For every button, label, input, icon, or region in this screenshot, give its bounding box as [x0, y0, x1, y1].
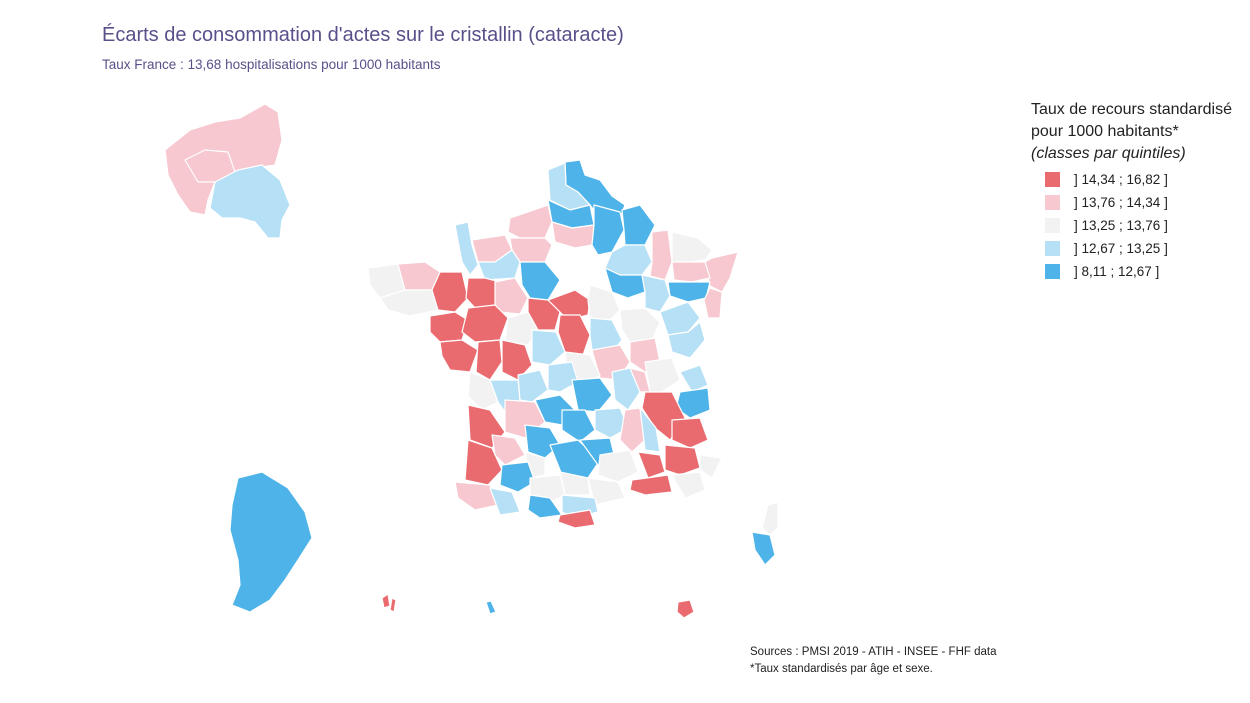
dept-haut-rhin[interactable]: [703, 287, 723, 319]
dept-puy-de-dome[interactable]: [571, 377, 613, 413]
dept-vosges[interactable]: [667, 281, 711, 303]
dept-deux-sevres[interactable]: [475, 339, 503, 381]
legend-title-line3: (classes par quintiles): [1031, 145, 1186, 162]
dept-bouches-du-rhone[interactable]: [629, 474, 673, 496]
dept-loire[interactable]: [611, 367, 641, 411]
legend-title: Taux de recours standardisé pour 1000 ha…: [1031, 99, 1232, 165]
legend-swatch: [1045, 264, 1060, 279]
dept-haute-marne[interactable]: [641, 274, 671, 313]
dept-meurthe-moselle[interactable]: [671, 261, 711, 283]
dept-vienne[interactable]: [501, 339, 533, 381]
dept-haute-loire[interactable]: [594, 407, 629, 439]
dept-creuse[interactable]: [547, 361, 579, 393]
dept-pyrenees-orientales[interactable]: [557, 509, 596, 529]
dept-ardennes[interactable]: [621, 204, 656, 246]
legend-label: ] 8,11 ; 12,67 ]: [1074, 264, 1160, 279]
legend-swatch: [1045, 172, 1060, 187]
dept-corse-du-sud[interactable]: [751, 531, 776, 566]
mainland-map: [367, 159, 739, 529]
dept-hautes-alpes[interactable]: [671, 417, 709, 449]
legend-item: ] 12,67 ; 13,25 ]: [1031, 237, 1232, 260]
legend-label: ] 13,25 ; 13,76 ]: [1074, 218, 1168, 233]
dept-meuse[interactable]: [649, 229, 673, 281]
map-subtitle: Taux France : 13,68 hospitalisations pou…: [102, 57, 441, 72]
dept-indre[interactable]: [531, 329, 566, 366]
dept-vendee[interactable]: [439, 339, 479, 373]
map-title: Écarts de consommation d'actes sur le cr…: [102, 24, 624, 46]
dept-landes[interactable]: [464, 439, 503, 486]
dept-vaucluse[interactable]: [637, 451, 666, 479]
legend-swatch: [1045, 195, 1060, 210]
dept-haute-vienne[interactable]: [517, 369, 549, 403]
dept-haute-savoie[interactable]: [679, 364, 709, 393]
dept-doubs[interactable]: [667, 321, 706, 359]
dept-drome[interactable]: [639, 407, 661, 453]
legend-label: ] 12,67 ; 13,25 ]: [1074, 241, 1168, 256]
dept-moselle[interactable]: [671, 231, 713, 263]
dept-ille-et-vilaine[interactable]: [431, 271, 469, 313]
legend-label: ] 13,76 ; 14,34 ]: [1074, 195, 1168, 210]
dept-guyane[interactable]: [229, 471, 313, 613]
dept-herault[interactable]: [587, 477, 626, 506]
legend-item: ] 8,11 ; 12,67 ]: [1031, 260, 1232, 283]
dept-maine-et-loire[interactable]: [461, 304, 509, 343]
dept-ariege[interactable]: [527, 494, 563, 519]
dept-gard[interactable]: [597, 449, 639, 483]
legend-items: ] 14,34 ; 16,82 ] ] 13,76 ; 14,34 ] ] 13…: [1031, 168, 1232, 283]
dept-loiret[interactable]: [547, 289, 591, 321]
dept-manche[interactable]: [454, 221, 479, 276]
legend-label: ] 14,34 ; 16,82 ]: [1074, 172, 1168, 187]
dept-tarn[interactable]: [559, 471, 591, 496]
legend-item: ] 13,25 ; 13,76 ]: [1031, 214, 1232, 237]
legend-title-line1: Taux de recours standardisé: [1031, 101, 1232, 118]
footnote-line: *Taux standardisés par âge et sexe.: [750, 663, 933, 675]
dept-lot-et-garonne[interactable]: [491, 434, 526, 466]
dept-cantal[interactable]: [561, 409, 596, 443]
dept-alpes-maritimes[interactable]: [699, 454, 723, 479]
idf-inset-map: [164, 103, 291, 239]
legend-swatch: [1045, 218, 1060, 233]
legend-item: ] 14,34 ; 16,82 ]: [1031, 168, 1232, 191]
legend-swatch: [1045, 241, 1060, 256]
legend-item: ] 13,76 ; 14,34 ]: [1031, 191, 1232, 214]
dept-bas-rhin[interactable]: [704, 251, 739, 293]
dept-pas-de-calais[interactable]: [547, 162, 591, 211]
dept-gers[interactable]: [499, 461, 536, 493]
dept-martinique[interactable]: [485, 600, 497, 615]
sources-line: Sources : PMSI 2019 - ATIH - INSEE - FHF…: [750, 646, 997, 658]
dept-essonne[interactable]: [209, 164, 291, 239]
dept-haute-corse[interactable]: [761, 501, 779, 536]
dept-ardeche[interactable]: [619, 407, 646, 453]
dept-haute-saone[interactable]: [659, 301, 701, 336]
map-legend: Taux de recours standardisé pour 1000 ha…: [1031, 99, 1232, 283]
dept-ain[interactable]: [644, 357, 681, 393]
corsica-map: [751, 501, 779, 566]
dept-reunion[interactable]: [676, 599, 695, 619]
dept-pyrenees-atlantiques[interactable]: [454, 481, 499, 511]
dept-hautes-pyrenees[interactable]: [489, 487, 521, 516]
dept-seine-maritime[interactable]: [507, 204, 553, 239]
legend-title-line2: pour 1000 habitants*: [1031, 123, 1179, 140]
overseas-map: [229, 471, 695, 619]
dept-guadeloupe[interactable]: [381, 593, 397, 613]
dept-alpes-hte-provence[interactable]: [664, 444, 701, 476]
dept-aisne[interactable]: [591, 204, 625, 256]
dept-loire-atlantique[interactable]: [429, 311, 469, 343]
dept-var[interactable]: [671, 471, 706, 499]
dept-cote-d-or[interactable]: [619, 307, 661, 343]
sources-note: Sources : PMSI 2019 - ATIH - INSEE - FHF…: [750, 644, 996, 678]
